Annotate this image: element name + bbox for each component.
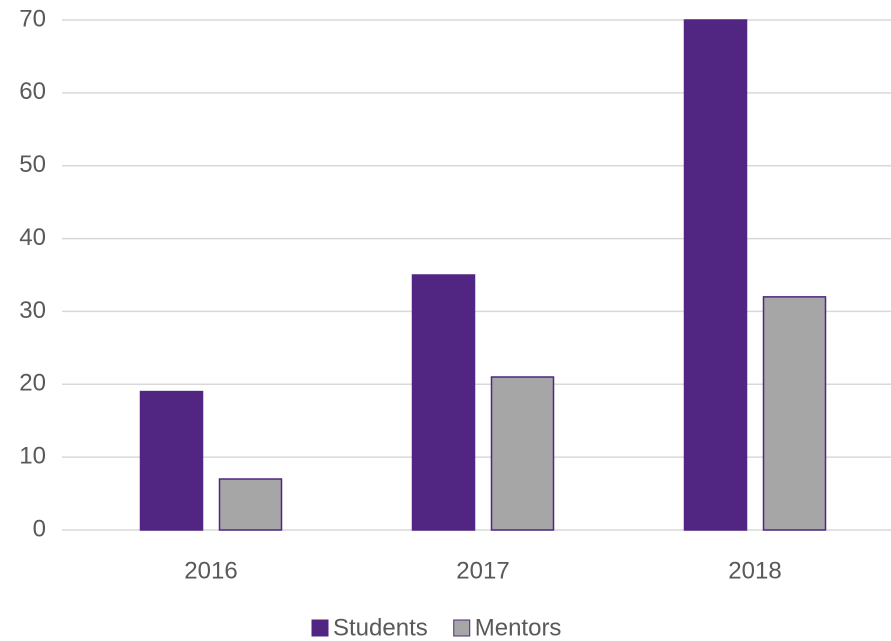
legend-label: Mentors <box>475 614 562 641</box>
y-tick-label: 60 <box>19 78 46 105</box>
x-tick-label: 2018 <box>728 557 781 584</box>
y-tick-label: 40 <box>19 224 46 251</box>
y-tick-label: 50 <box>19 151 46 178</box>
bar <box>218 478 283 531</box>
y-tick-label: 10 <box>19 442 46 469</box>
x-tick-label: 2016 <box>184 557 237 584</box>
legend-swatch <box>311 619 329 637</box>
y-tick-label: 70 <box>19 5 46 32</box>
bar <box>411 274 476 531</box>
bar <box>762 296 827 531</box>
y-tick-label: 20 <box>19 370 46 397</box>
y-tick-label: 0 <box>33 515 46 542</box>
y-tick-label: 30 <box>19 297 46 324</box>
bar <box>490 376 555 531</box>
bar <box>683 19 748 531</box>
legend-label: Students <box>333 614 428 641</box>
x-tick-label: 2017 <box>456 557 509 584</box>
legend-swatch <box>453 619 471 637</box>
bar <box>139 390 204 531</box>
